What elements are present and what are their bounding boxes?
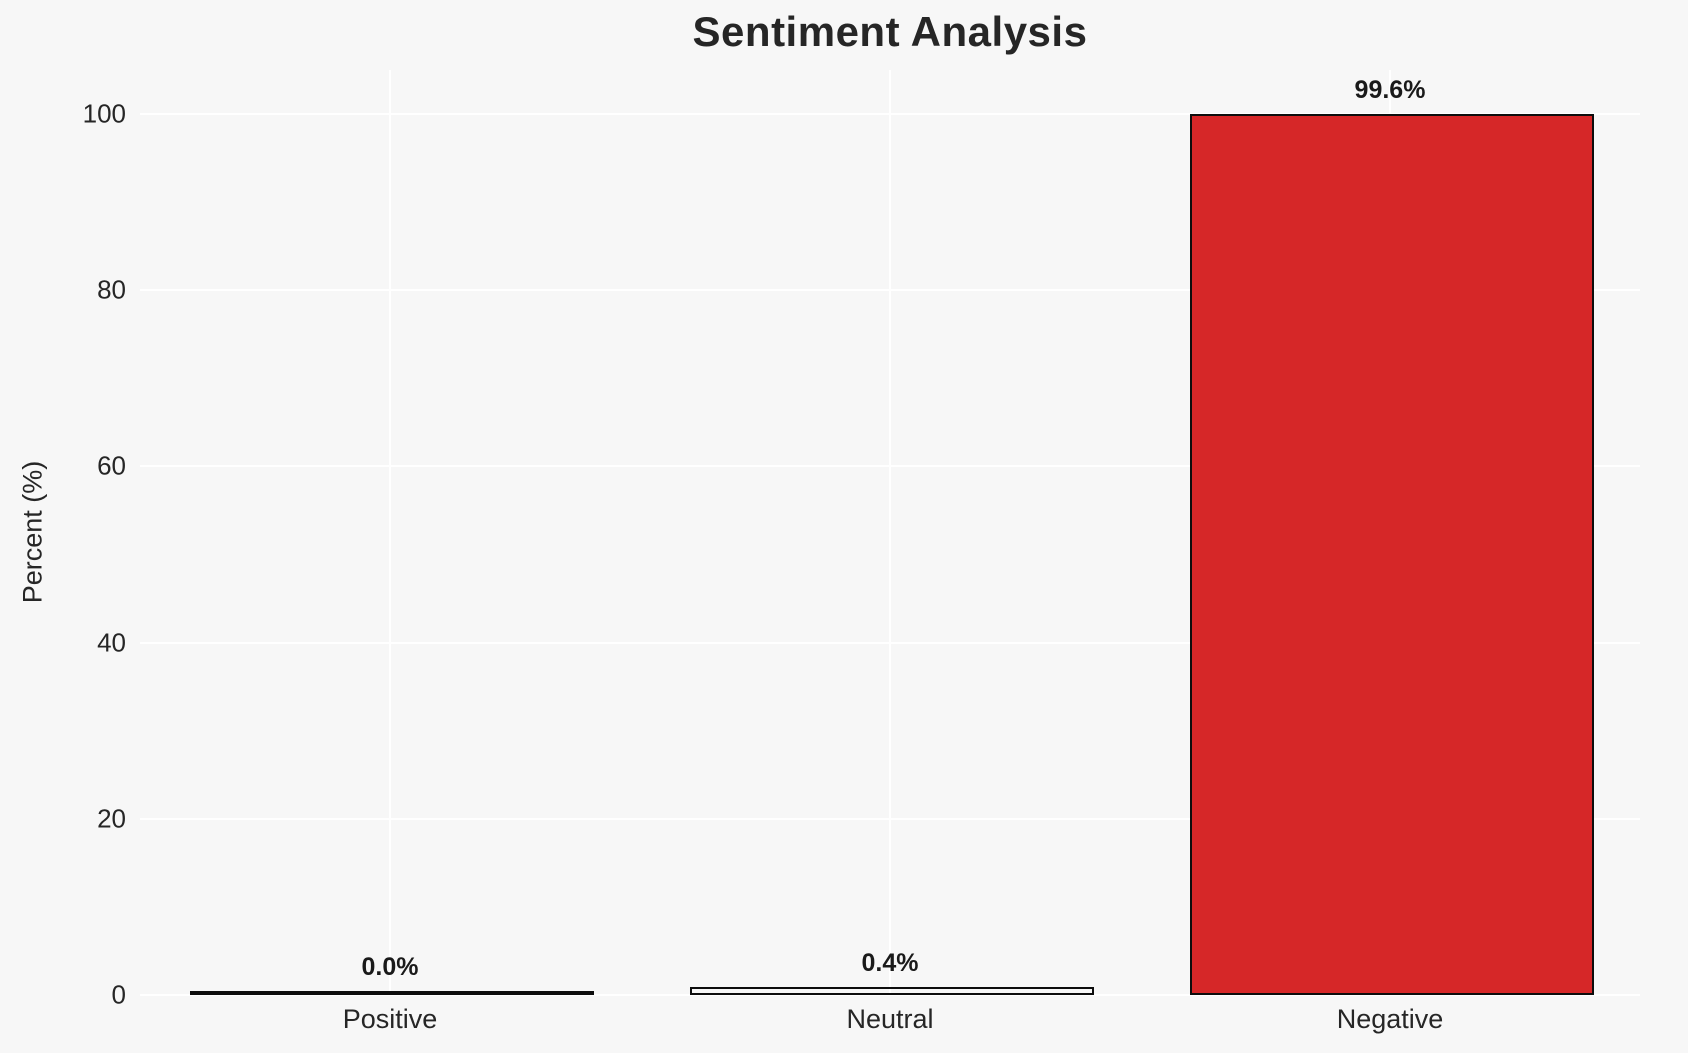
h-gridline — [140, 994, 1640, 996]
y-tick-label: 0 — [111, 979, 126, 1010]
y-tick-label: 80 — [97, 274, 126, 305]
bar-value-label: 0.4% — [861, 949, 919, 978]
chart-title: Sentiment Analysis — [692, 8, 1088, 55]
v-gridline — [389, 70, 391, 995]
y-tick-label: 20 — [97, 803, 126, 834]
x-tick-label: Positive — [342, 1004, 438, 1034]
bar-positive — [190, 991, 594, 995]
bar-negative — [1190, 113, 1594, 995]
bar-value-label: 0.0% — [361, 953, 419, 981]
y-axis-label: Percent (%) — [17, 460, 48, 604]
bar-neutral — [690, 987, 1094, 995]
x-tick-label: Neutral — [846, 1004, 934, 1034]
v-gridline — [889, 70, 891, 995]
plot-area: 0 20 40 60 80 100 0.0% Positive 0.4% Neutral 99.6%… — [83, 70, 1640, 1034]
x-tick-label: Negative — [1336, 1004, 1444, 1034]
y-tick-label: 40 — [97, 627, 126, 658]
y-tick-label: 60 — [97, 450, 126, 481]
y-tick-label: 100 — [82, 98, 126, 129]
bar-value-label: 99.6% — [1354, 75, 1426, 104]
